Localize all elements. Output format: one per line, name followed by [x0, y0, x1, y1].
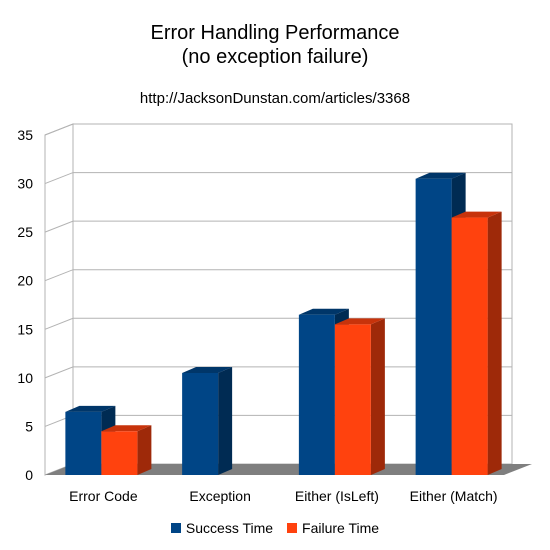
legend-item-failure: Failure Time [287, 520, 379, 536]
gridline [44, 269, 512, 282]
x-tick-label: Either (Match) [410, 488, 498, 504]
y-tick-label: 0 [25, 467, 33, 483]
bar-side [487, 211, 502, 476]
legend-label-success: Success Time [185, 520, 274, 536]
legend-item-success: Success Time [170, 520, 274, 536]
bar [334, 324, 371, 475]
bar-top [451, 211, 502, 218]
plot-floor [45, 464, 532, 475]
y-tick-label: 10 [17, 370, 33, 386]
bar-side [137, 425, 152, 475]
bar [65, 411, 102, 475]
x-tick-label: Either (IsLeft) [295, 488, 379, 504]
chart-title-line-2: (no exception failure) [181, 46, 369, 68]
y-tick-label: 35 [17, 127, 33, 143]
chart-title: Error Handling Performance [150, 22, 400, 44]
x-tick-label: Exception [189, 488, 250, 504]
bar-top [415, 172, 466, 179]
gridline [44, 317, 512, 330]
gridline [44, 220, 512, 233]
bar [415, 178, 452, 475]
y-tick-label: 15 [17, 321, 33, 337]
bar [101, 431, 138, 475]
gridline [44, 172, 512, 185]
bar-top [334, 318, 385, 325]
bar-top [101, 425, 152, 432]
bar [298, 314, 335, 475]
legend-swatch-failure [287, 523, 298, 533]
legend-label-failure: Failure Time [302, 520, 380, 536]
bar [182, 373, 219, 475]
gridline [44, 123, 512, 136]
bar-top [65, 405, 116, 412]
bar-side [370, 318, 385, 475]
bar-top [298, 308, 349, 315]
y-tick-label: 25 [17, 224, 33, 240]
bar-top [182, 367, 233, 373]
bar [451, 217, 488, 476]
chart-subtitle: http://JacksonDunstan.com/articles/3368 [139, 90, 411, 107]
y-tick-label: 30 [17, 176, 33, 192]
bar-side [218, 367, 233, 475]
y-tick-label: 20 [17, 273, 33, 289]
x-tick-label: Error Code [69, 488, 138, 504]
y-tick-label: 5 [25, 418, 33, 434]
legend-swatch-success [170, 523, 181, 533]
legend: Success Time Failure Time [0, 520, 550, 536]
